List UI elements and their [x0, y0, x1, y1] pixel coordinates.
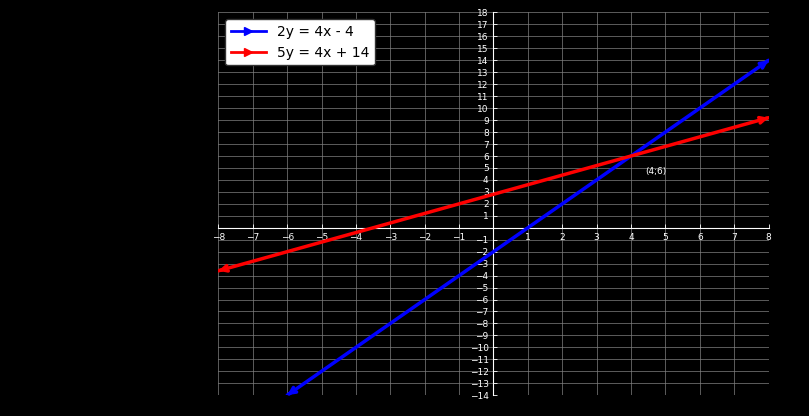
Text: (4;6): (4;6) — [645, 167, 666, 176]
Legend: 2y = 4x - 4, 5y = 4x + 14: 2y = 4x - 4, 5y = 4x + 14 — [226, 20, 375, 65]
